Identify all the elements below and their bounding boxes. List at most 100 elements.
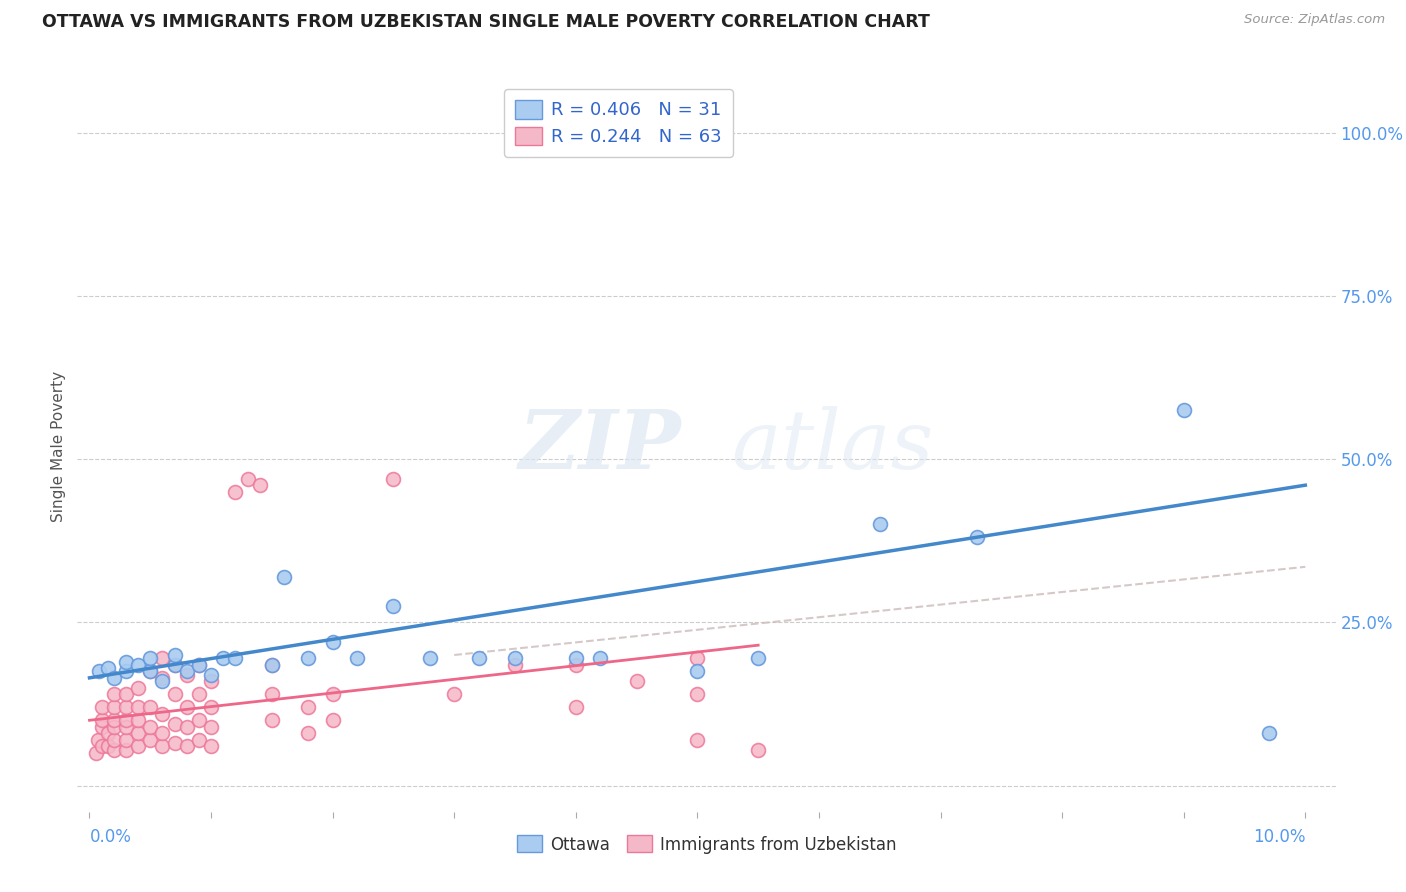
Point <box>90 700 112 714</box>
Point <box>200 739 222 754</box>
Text: atlas: atlas <box>731 406 934 486</box>
Point <box>139 732 162 747</box>
Point <box>200 667 222 681</box>
Point <box>966 530 988 544</box>
Point <box>686 732 709 747</box>
Point <box>200 674 222 689</box>
Point <box>467 651 489 665</box>
Point <box>127 714 149 728</box>
Point <box>103 720 125 734</box>
Point <box>200 720 222 734</box>
Point <box>212 651 235 665</box>
Point <box>187 657 209 672</box>
Point <box>139 665 162 679</box>
Text: OTTAWA VS IMMIGRANTS FROM UZBEKISTAN SINGLE MALE POVERTY CORRELATION CHART: OTTAWA VS IMMIGRANTS FROM UZBEKISTAN SIN… <box>42 13 929 31</box>
Point <box>97 661 120 675</box>
Point <box>115 665 138 679</box>
Point <box>565 651 588 665</box>
Point <box>115 732 138 747</box>
Point <box>187 687 209 701</box>
Point <box>176 667 198 681</box>
Point <box>589 651 612 665</box>
Point <box>686 687 709 701</box>
Point <box>152 739 174 754</box>
Point <box>176 739 198 754</box>
Point <box>103 671 125 685</box>
Legend: Ottawa, Immigrants from Uzbekistan: Ottawa, Immigrants from Uzbekistan <box>509 827 904 862</box>
Point <box>249 478 271 492</box>
Point <box>346 651 368 665</box>
Point <box>84 746 107 760</box>
Point <box>90 739 112 754</box>
Point <box>322 687 344 701</box>
Point <box>176 700 198 714</box>
Text: Source: ZipAtlas.com: Source: ZipAtlas.com <box>1244 13 1385 27</box>
Point <box>236 472 259 486</box>
Point <box>152 671 174 685</box>
Point <box>163 716 186 731</box>
Point <box>224 651 246 665</box>
Point <box>322 714 344 728</box>
Point <box>87 732 110 747</box>
Point <box>152 674 174 689</box>
Point <box>127 657 149 672</box>
Point <box>503 651 526 665</box>
Point <box>103 732 125 747</box>
Point <box>260 657 283 672</box>
Point <box>139 651 162 665</box>
Point <box>152 651 174 665</box>
Point <box>419 651 441 665</box>
Point <box>127 681 149 695</box>
Point <box>260 714 283 728</box>
Point <box>139 665 162 679</box>
Point <box>273 569 295 583</box>
Y-axis label: Single Male Poverty: Single Male Poverty <box>51 370 66 522</box>
Point <box>139 700 162 714</box>
Point <box>297 651 319 665</box>
Point <box>187 714 209 728</box>
Point <box>565 700 588 714</box>
Text: ZIP: ZIP <box>519 406 682 486</box>
Point <box>382 472 405 486</box>
Point <box>163 657 186 672</box>
Point <box>176 665 198 679</box>
Point <box>626 674 648 689</box>
Point <box>97 726 120 740</box>
Point <box>224 484 246 499</box>
Point <box>97 739 120 754</box>
Point <box>187 657 209 672</box>
Point <box>115 742 138 756</box>
Point <box>139 720 162 734</box>
Point <box>90 720 112 734</box>
Point <box>127 726 149 740</box>
Point <box>187 732 209 747</box>
Point <box>115 655 138 669</box>
Point <box>163 648 186 662</box>
Point <box>103 714 125 728</box>
Point <box>747 651 769 665</box>
Point <box>869 517 891 532</box>
Point <box>1257 726 1279 740</box>
Point <box>686 665 709 679</box>
Point <box>89 665 111 679</box>
Point <box>103 700 125 714</box>
Point <box>176 720 198 734</box>
Point <box>152 726 174 740</box>
Point <box>297 726 319 740</box>
Point <box>686 651 709 665</box>
Point <box>115 720 138 734</box>
Point <box>103 687 125 701</box>
Point <box>103 742 125 756</box>
Point <box>163 736 186 750</box>
Point <box>163 657 186 672</box>
Point <box>260 687 283 701</box>
Point <box>565 657 588 672</box>
Point <box>200 700 222 714</box>
Text: 10.0%: 10.0% <box>1253 828 1305 846</box>
Point <box>747 742 769 756</box>
Text: 0.0%: 0.0% <box>90 828 131 846</box>
Point <box>503 657 526 672</box>
Point <box>163 687 186 701</box>
Point <box>127 700 149 714</box>
Point <box>297 700 319 714</box>
